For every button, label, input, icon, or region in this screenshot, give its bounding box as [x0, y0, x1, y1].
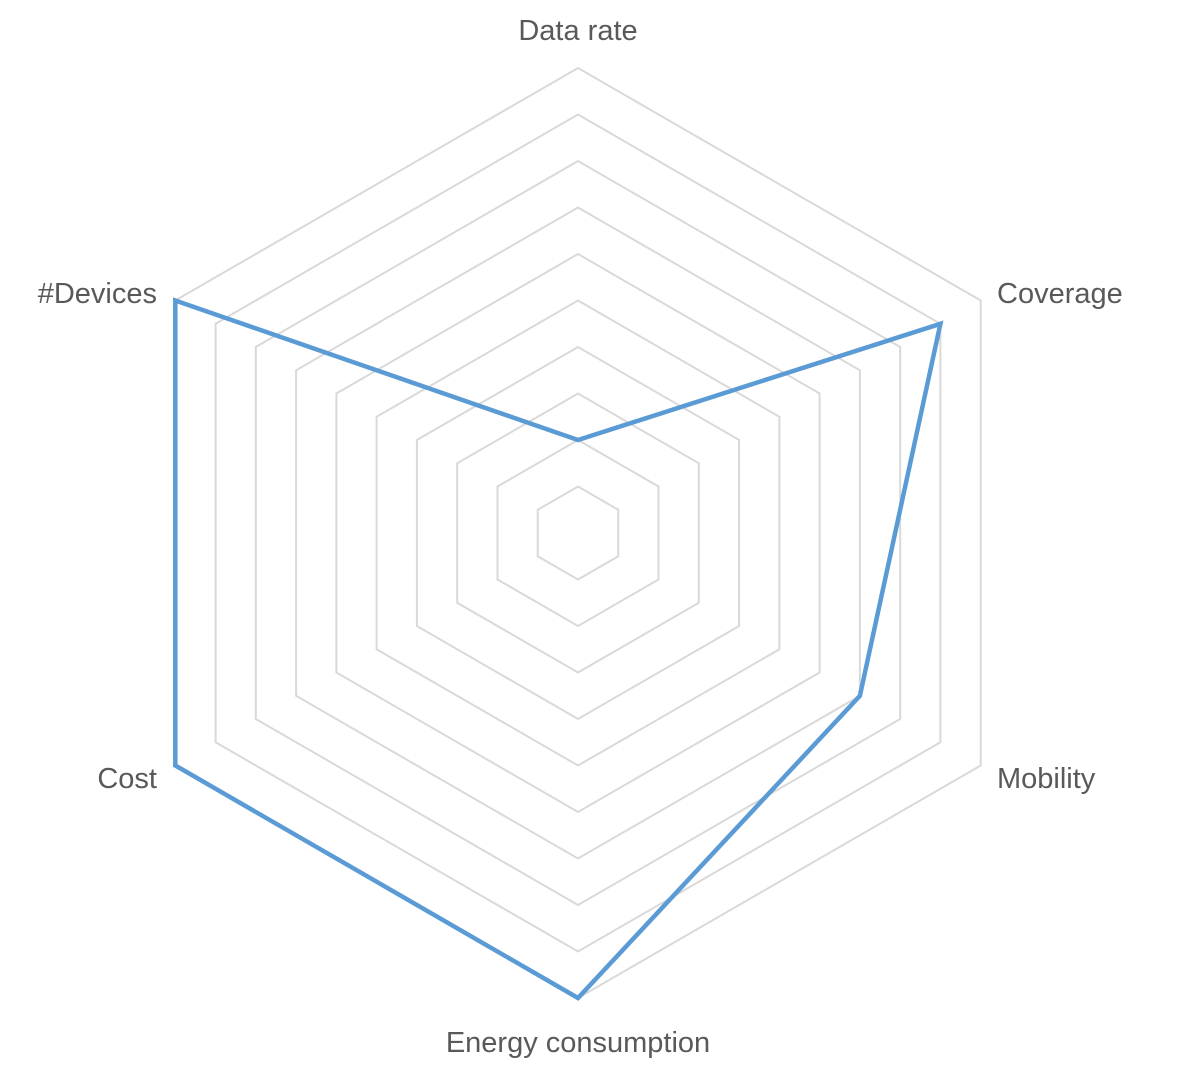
- axis-label-data-rate: Data rate: [518, 15, 637, 47]
- series-point-data-rate: [575, 437, 581, 443]
- axis-label-cost: Cost: [97, 763, 157, 795]
- grid-ring-5: [375, 299, 781, 767]
- grid-ring-1: [536, 485, 620, 581]
- series-point-devices: [173, 298, 178, 303]
- series-point-mobility: [857, 693, 863, 698]
- axis-label-mobility: Mobility: [997, 763, 1096, 795]
- grid-ring-4: [415, 345, 741, 721]
- grid-ring-3: [456, 392, 700, 674]
- radar-grid: [174, 66, 982, 1000]
- grid-ring-2: [496, 438, 660, 628]
- axis-label-devices: #Devices: [38, 278, 157, 310]
- series-point-energy-consumption: [575, 995, 581, 1001]
- axis-label-energy-consumption: Energy consumption: [446, 1027, 710, 1059]
- radar-axis-labels: Data rate Coverage Mobility Energy consumpt…: [38, 15, 1123, 1059]
- grid-ring-8: [254, 159, 902, 907]
- grid-ring-9: [214, 113, 942, 953]
- grid-ring-6: [335, 252, 821, 814]
- series-point-cost: [173, 763, 178, 768]
- radar-series-group: [173, 297, 944, 1001]
- grid-ring-7: [295, 206, 861, 860]
- axis-label-coverage: Coverage: [997, 278, 1123, 310]
- series-point-coverage: [938, 321, 943, 326]
